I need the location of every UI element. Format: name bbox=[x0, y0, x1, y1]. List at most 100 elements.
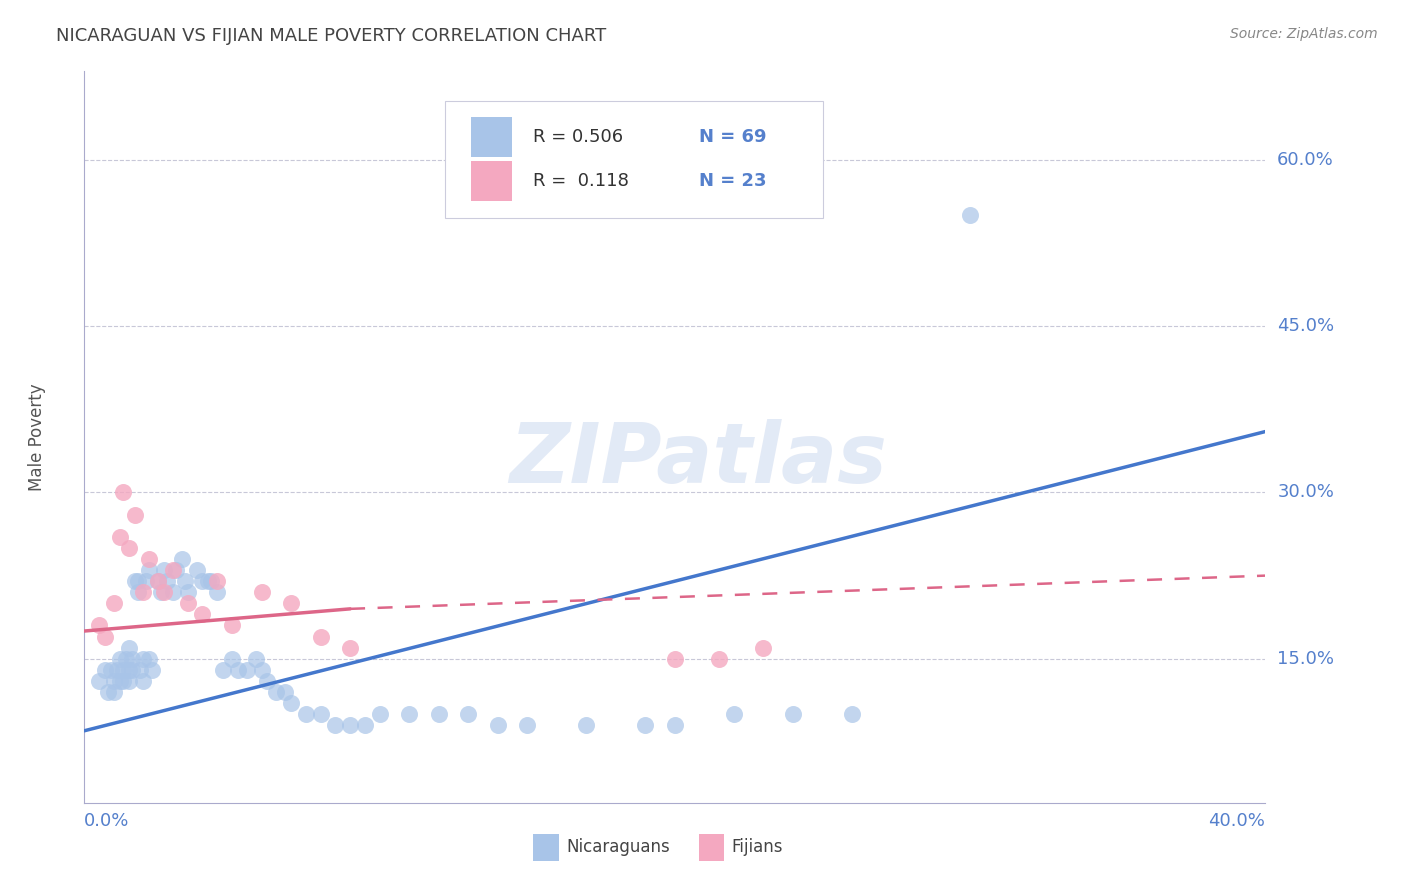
Point bbox=[221, 618, 243, 632]
Point bbox=[457, 707, 479, 722]
Point bbox=[634, 718, 657, 732]
Point bbox=[274, 685, 297, 699]
Point bbox=[339, 640, 361, 655]
Point bbox=[108, 651, 131, 665]
Text: R = 0.506: R = 0.506 bbox=[533, 128, 623, 146]
Text: N = 23: N = 23 bbox=[699, 172, 766, 190]
Point bbox=[200, 574, 222, 589]
Text: Fijians: Fijians bbox=[731, 838, 783, 855]
Text: N = 69: N = 69 bbox=[699, 128, 766, 146]
Point bbox=[191, 607, 214, 622]
Point bbox=[138, 651, 160, 665]
Point bbox=[162, 585, 184, 599]
FancyBboxPatch shape bbox=[471, 117, 512, 157]
Text: Male Poverty: Male Poverty bbox=[28, 384, 46, 491]
Point bbox=[114, 651, 136, 665]
Point bbox=[87, 673, 111, 688]
Point bbox=[148, 574, 170, 589]
Point bbox=[354, 718, 377, 732]
Point bbox=[752, 640, 775, 655]
Point bbox=[153, 585, 176, 599]
Text: Nicaraguans: Nicaraguans bbox=[567, 838, 671, 855]
Text: 45.0%: 45.0% bbox=[1277, 318, 1334, 335]
Point bbox=[150, 585, 173, 599]
Point bbox=[148, 574, 170, 589]
Point bbox=[177, 585, 200, 599]
Text: R =  0.118: R = 0.118 bbox=[533, 172, 628, 190]
Point bbox=[111, 673, 134, 688]
Point bbox=[118, 541, 141, 555]
Text: NICARAGUAN VS FIJIAN MALE POVERTY CORRELATION CHART: NICARAGUAN VS FIJIAN MALE POVERTY CORREL… bbox=[56, 27, 606, 45]
Point bbox=[325, 718, 347, 732]
Point bbox=[339, 718, 361, 732]
Point bbox=[121, 651, 143, 665]
Point bbox=[256, 673, 278, 688]
Point bbox=[124, 508, 146, 522]
Point bbox=[236, 663, 259, 677]
Point bbox=[664, 651, 686, 665]
FancyBboxPatch shape bbox=[471, 161, 512, 202]
Point bbox=[94, 663, 117, 677]
FancyBboxPatch shape bbox=[533, 833, 560, 862]
Point bbox=[132, 651, 155, 665]
Text: 0.0%: 0.0% bbox=[84, 812, 129, 830]
Point bbox=[165, 563, 187, 577]
Point bbox=[121, 663, 143, 677]
Point bbox=[207, 585, 229, 599]
Point bbox=[111, 663, 134, 677]
Point bbox=[250, 663, 273, 677]
Point bbox=[118, 640, 141, 655]
Point bbox=[118, 673, 141, 688]
Point bbox=[105, 663, 128, 677]
Point bbox=[575, 718, 598, 732]
Point bbox=[156, 574, 179, 589]
Point bbox=[132, 585, 155, 599]
Point bbox=[103, 673, 125, 688]
Point bbox=[959, 209, 981, 223]
Point bbox=[212, 663, 235, 677]
Point bbox=[191, 574, 214, 589]
Point bbox=[782, 707, 804, 722]
Point bbox=[162, 563, 184, 577]
Point bbox=[486, 718, 509, 732]
Point bbox=[138, 563, 160, 577]
Point bbox=[118, 663, 141, 677]
Point bbox=[280, 696, 302, 710]
Point bbox=[127, 585, 149, 599]
Point bbox=[100, 663, 122, 677]
Point bbox=[841, 707, 863, 722]
Point bbox=[427, 707, 450, 722]
Point bbox=[664, 718, 686, 732]
Point bbox=[309, 707, 332, 722]
Point bbox=[153, 563, 176, 577]
Point bbox=[221, 651, 243, 665]
Point bbox=[94, 630, 117, 644]
Text: ZIPatlas: ZIPatlas bbox=[509, 418, 887, 500]
Point bbox=[124, 574, 146, 589]
Text: Source: ZipAtlas.com: Source: ZipAtlas.com bbox=[1230, 27, 1378, 41]
Point bbox=[129, 663, 152, 677]
Point bbox=[266, 685, 288, 699]
Point bbox=[97, 685, 120, 699]
Point bbox=[250, 585, 273, 599]
Point bbox=[723, 707, 745, 722]
Point bbox=[295, 707, 318, 722]
Point bbox=[186, 563, 208, 577]
Point bbox=[103, 685, 125, 699]
Point bbox=[173, 574, 195, 589]
Point bbox=[135, 574, 157, 589]
Point bbox=[108, 530, 131, 544]
Point bbox=[197, 574, 219, 589]
Point bbox=[309, 630, 332, 644]
Point bbox=[103, 596, 125, 610]
Point bbox=[516, 718, 538, 732]
Point bbox=[108, 673, 131, 688]
Point bbox=[127, 574, 149, 589]
Point bbox=[226, 663, 249, 677]
Point bbox=[138, 552, 160, 566]
Point bbox=[87, 618, 111, 632]
Point bbox=[177, 596, 200, 610]
Point bbox=[280, 596, 302, 610]
Text: 15.0%: 15.0% bbox=[1277, 649, 1334, 668]
Point bbox=[207, 574, 229, 589]
